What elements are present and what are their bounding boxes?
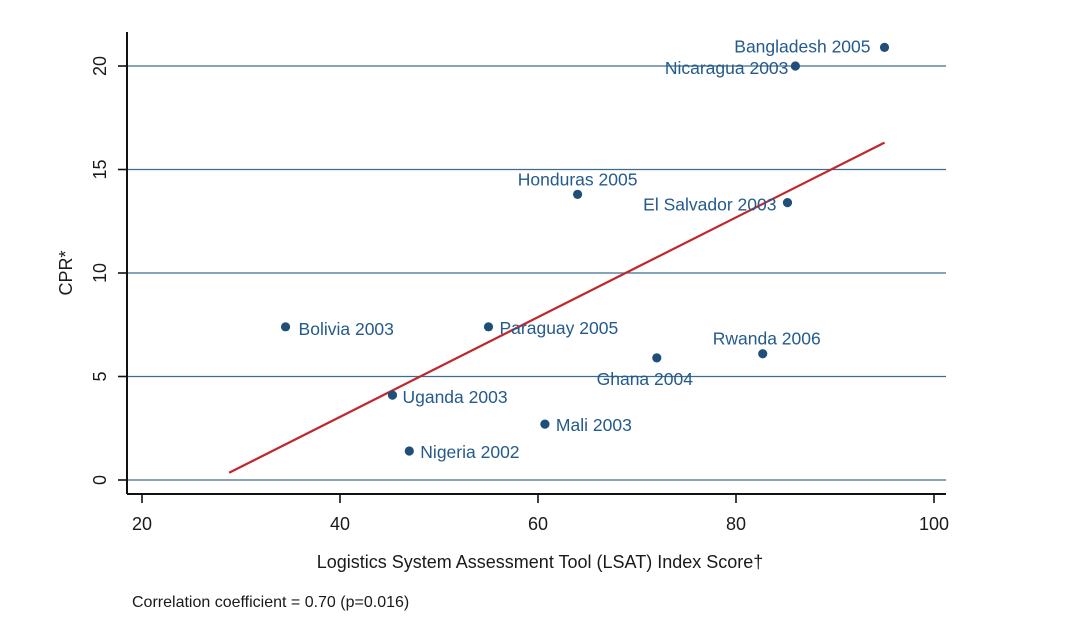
point-label-uganda-2003: Uganda 2003 bbox=[402, 387, 507, 407]
y-tick-label-15: 15 bbox=[90, 159, 110, 179]
x-axis-title: Logistics System Assessment Tool (LSAT) … bbox=[317, 552, 764, 572]
point-label-paraguay-2005: Paraguay 2005 bbox=[500, 318, 619, 338]
y-tick-label-20: 20 bbox=[90, 56, 110, 76]
y-tick-labels: 0 5 10 15 20 bbox=[90, 56, 110, 485]
axes bbox=[118, 32, 946, 503]
point-el-salvador-2003 bbox=[782, 198, 793, 208]
point-ghana-2004 bbox=[652, 353, 662, 363]
y-tick-label-10: 10 bbox=[90, 263, 110, 283]
point-label-bangladesh-2005: Bangladesh 2005 bbox=[734, 36, 870, 56]
point-mali-2003 bbox=[540, 419, 550, 429]
point-label-el-salvador-2003: El Salvador 2003 bbox=[643, 195, 776, 215]
point-label-mali-2003: Mali 2003 bbox=[556, 415, 632, 435]
point-paraguay-2005 bbox=[483, 322, 494, 332]
point-label-bolivia-2003: Bolivia 2003 bbox=[299, 319, 394, 339]
y-axis-title: CPR* bbox=[56, 250, 76, 295]
point-label-honduras-2005: Honduras 2005 bbox=[518, 169, 638, 189]
x-tick-label-40: 40 bbox=[330, 514, 350, 534]
point-honduras-2005 bbox=[573, 189, 583, 199]
x-tick-label-100: 100 bbox=[919, 514, 949, 534]
point-label-rwanda-2006: Rwanda 2006 bbox=[713, 329, 821, 349]
point-label-nigeria-2002: Nigeria 2002 bbox=[420, 442, 519, 462]
y-tick-label-0: 0 bbox=[90, 475, 110, 485]
point-label-ghana-2004: Ghana 2004 bbox=[597, 369, 694, 389]
x-tick-label-60: 60 bbox=[528, 514, 548, 534]
point-nigeria-2002 bbox=[404, 446, 414, 456]
x-tick-label-20: 20 bbox=[132, 514, 152, 534]
fit-line-group bbox=[228, 141, 885, 474]
regression-line bbox=[228, 141, 885, 474]
point-uganda-2003 bbox=[387, 390, 398, 400]
point-bolivia-2003 bbox=[280, 322, 291, 332]
point-label-nicaragua-2003: Nicaragua 2003 bbox=[665, 58, 789, 78]
x-tick-label-80: 80 bbox=[726, 514, 746, 534]
y-tick-label-5: 5 bbox=[90, 371, 110, 381]
gridlines bbox=[127, 65, 946, 481]
x-tick-labels: 20 40 60 80 100 bbox=[132, 514, 949, 534]
point-bangladesh-2005 bbox=[879, 42, 890, 52]
point-nicaragua-2003 bbox=[790, 61, 801, 71]
point-rwanda-2006 bbox=[758, 349, 768, 359]
correlation-footnote: Correlation coefficient = 0.70 (p=0.016) bbox=[132, 594, 410, 611]
